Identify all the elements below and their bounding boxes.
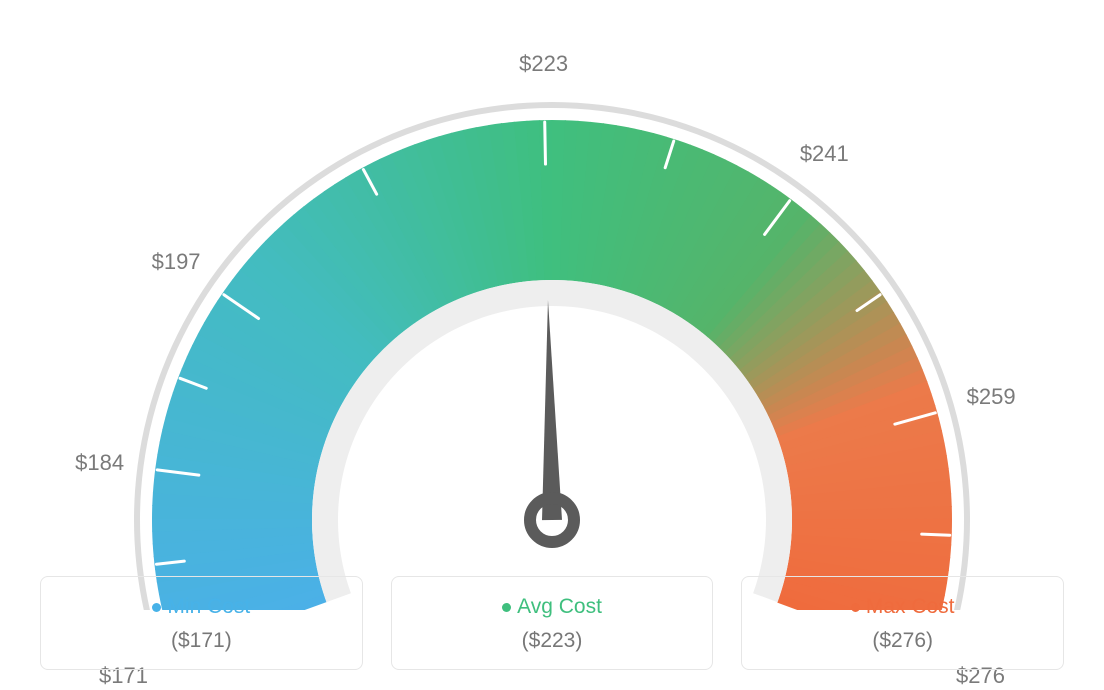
legend-value-avg: ($223) bbox=[402, 629, 703, 653]
gauge-tick-label: $197 bbox=[152, 249, 201, 275]
legend-value-max: ($276) bbox=[752, 629, 1053, 653]
gauge-tick-label: $259 bbox=[967, 384, 1016, 410]
legend-row: Min Cost ($171) Avg Cost ($223) Max Cost… bbox=[40, 576, 1064, 670]
gauge-tick-label: $184 bbox=[75, 450, 124, 476]
legend-label-min: Min Cost bbox=[167, 595, 250, 619]
legend-dot-avg bbox=[502, 603, 511, 612]
cost-gauge-chart: $171$184$197$223$241$259$276 Min Cost ($… bbox=[0, 0, 1104, 690]
legend-label-avg: Avg Cost bbox=[517, 595, 602, 619]
legend-dot-min bbox=[152, 603, 161, 612]
legend-card-min: Min Cost ($171) bbox=[40, 576, 363, 670]
legend-title-avg: Avg Cost bbox=[502, 595, 602, 619]
legend-title-max: Max Cost bbox=[851, 595, 955, 619]
gauge-area: $171$184$197$223$241$259$276 bbox=[0, 0, 1104, 570]
gauge-tick-label: $223 bbox=[519, 51, 568, 77]
legend-card-avg: Avg Cost ($223) bbox=[391, 576, 714, 670]
legend-dot-max bbox=[851, 603, 860, 612]
legend-title-min: Min Cost bbox=[152, 595, 250, 619]
gauge-svg bbox=[92, 50, 1012, 610]
legend-card-max: Max Cost ($276) bbox=[741, 576, 1064, 670]
legend-label-max: Max Cost bbox=[866, 595, 955, 619]
legend-value-min: ($171) bbox=[51, 629, 352, 653]
gauge-tick-label: $241 bbox=[800, 141, 849, 167]
